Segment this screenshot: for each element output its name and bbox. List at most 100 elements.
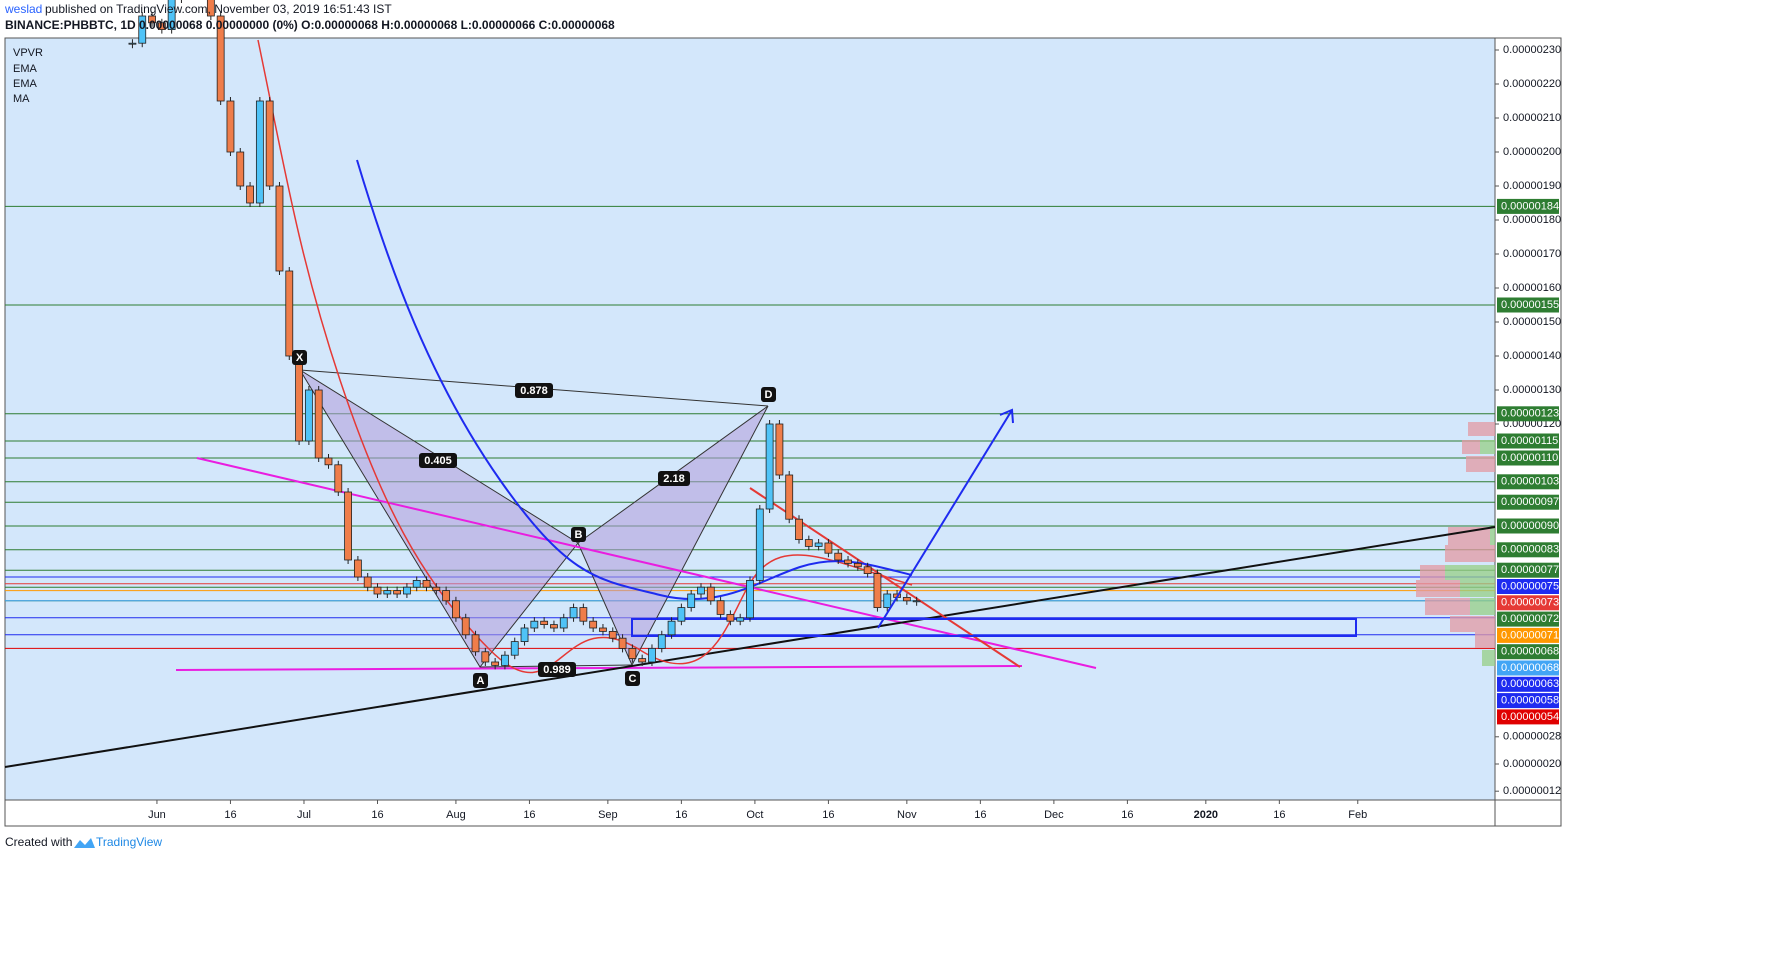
candle <box>530 620 539 629</box>
candle <box>334 464 343 493</box>
candle <box>736 617 745 622</box>
price-tag <box>1497 542 1559 558</box>
candle <box>265 100 274 187</box>
vp-bar <box>1445 545 1495 562</box>
vp-bar <box>1466 456 1495 472</box>
candle <box>373 586 382 595</box>
candle <box>157 22 166 31</box>
candle <box>461 617 470 636</box>
point-badge <box>761 387 776 402</box>
candle <box>216 15 225 102</box>
point-badge <box>625 671 640 686</box>
price-tag <box>1497 709 1559 725</box>
candle <box>687 593 696 608</box>
candle <box>677 607 686 622</box>
candle <box>697 586 705 595</box>
y-tick-label: 0.00000200 <box>1503 146 1561 158</box>
candle <box>589 620 598 629</box>
point-label: D <box>765 389 773 401</box>
price-tag-label: 0.00000184 <box>1501 200 1559 212</box>
candle <box>648 647 656 663</box>
candle <box>520 627 529 642</box>
candle <box>795 518 803 540</box>
point-badge <box>571 527 586 542</box>
price-tag <box>1497 562 1559 578</box>
y-tick-label: 0.00000020 <box>1503 758 1561 770</box>
trend-line <box>4 526 1496 768</box>
y-tick-label: 0.00000230 <box>1503 44 1561 56</box>
zone-box <box>631 618 1357 637</box>
y-tick-label: 0.00000190 <box>1503 180 1561 192</box>
vp-bar <box>1445 565 1495 580</box>
ratio-label: 0.989 <box>543 664 571 676</box>
price-tag-label: 0.00000090 <box>1501 520 1559 532</box>
candle <box>206 0 215 17</box>
candle <box>226 100 235 153</box>
x-tick-label: 16 <box>371 809 383 821</box>
pattern-labels: X A B C D 0.878 0.405 2.18 0.989 <box>292 350 776 688</box>
frame <box>4 37 1562 827</box>
candle <box>785 474 794 520</box>
price-tag-label: 0.00000068 <box>1501 662 1559 674</box>
price-tag-label: 0.00000068 <box>1501 646 1559 658</box>
y-tick-label: 0.00000130 <box>1503 384 1561 396</box>
x-tick-label: 2020 <box>1194 809 1218 821</box>
candle <box>393 590 402 595</box>
price-tag-label: 0.00000115 <box>1501 435 1558 447</box>
candle <box>667 620 676 636</box>
candle <box>344 491 352 561</box>
price-tag <box>1497 578 1559 594</box>
candle <box>853 562 862 568</box>
candle <box>775 423 784 476</box>
legend-item: MA <box>13 93 30 105</box>
x-tick-label: Feb <box>1348 809 1367 821</box>
vp-bar <box>1482 650 1495 666</box>
vp-bar <box>1480 440 1495 454</box>
footer-brand[interactable]: TradingView <box>96 835 162 849</box>
price-tag-label: 0.00000077 <box>1501 564 1559 576</box>
price-tag-label: 0.00000123 <box>1501 408 1559 420</box>
price-tag-label: 0.00000072 <box>1501 613 1559 625</box>
candle <box>834 552 843 561</box>
x-tick-label: Jul <box>297 809 311 821</box>
candle <box>314 389 323 459</box>
candle <box>755 508 764 581</box>
candle <box>569 607 578 619</box>
price-tag-label: 0.00000071 <box>1501 629 1559 641</box>
y-tick-label: 0.00000180 <box>1503 214 1561 226</box>
price-tag <box>1497 660 1559 676</box>
point-label: B <box>575 529 583 541</box>
x-tick-label: Nov <box>897 809 917 821</box>
point-label: X <box>296 352 304 364</box>
price-tag-label: 0.00000054 <box>1501 711 1559 723</box>
ratio-label: 0.405 <box>424 455 452 467</box>
price-tag <box>1497 433 1559 449</box>
candle <box>128 42 137 45</box>
point-label: A <box>477 675 485 687</box>
candle <box>510 641 519 656</box>
price-tag <box>1497 474 1559 490</box>
author[interactable]: weslad <box>4 2 42 16</box>
y-tick-label: 0.00000210 <box>1503 112 1561 124</box>
price-tag-label: 0.00000075 <box>1501 580 1559 592</box>
candle <box>540 620 549 625</box>
x-tick-label: Oct <box>746 809 763 821</box>
arrow <box>877 409 1013 629</box>
candle <box>716 600 725 615</box>
candle <box>285 270 294 357</box>
price-tag-label: 0.00000063 <box>1501 678 1559 690</box>
candle <box>422 579 431 588</box>
candle <box>383 590 392 595</box>
candle <box>403 586 411 595</box>
price-tag <box>1497 676 1559 692</box>
price-tag <box>1497 494 1559 510</box>
point-badge <box>292 350 307 365</box>
legend-item: EMA <box>13 63 38 75</box>
candle <box>804 539 813 547</box>
x-tick-label: 16 <box>224 809 236 821</box>
point-label: C <box>629 673 637 685</box>
price-tag-label: 0.00000155 <box>1501 299 1559 311</box>
candle <box>883 593 892 608</box>
price-tag-label: 0.00000058 <box>1501 695 1559 707</box>
